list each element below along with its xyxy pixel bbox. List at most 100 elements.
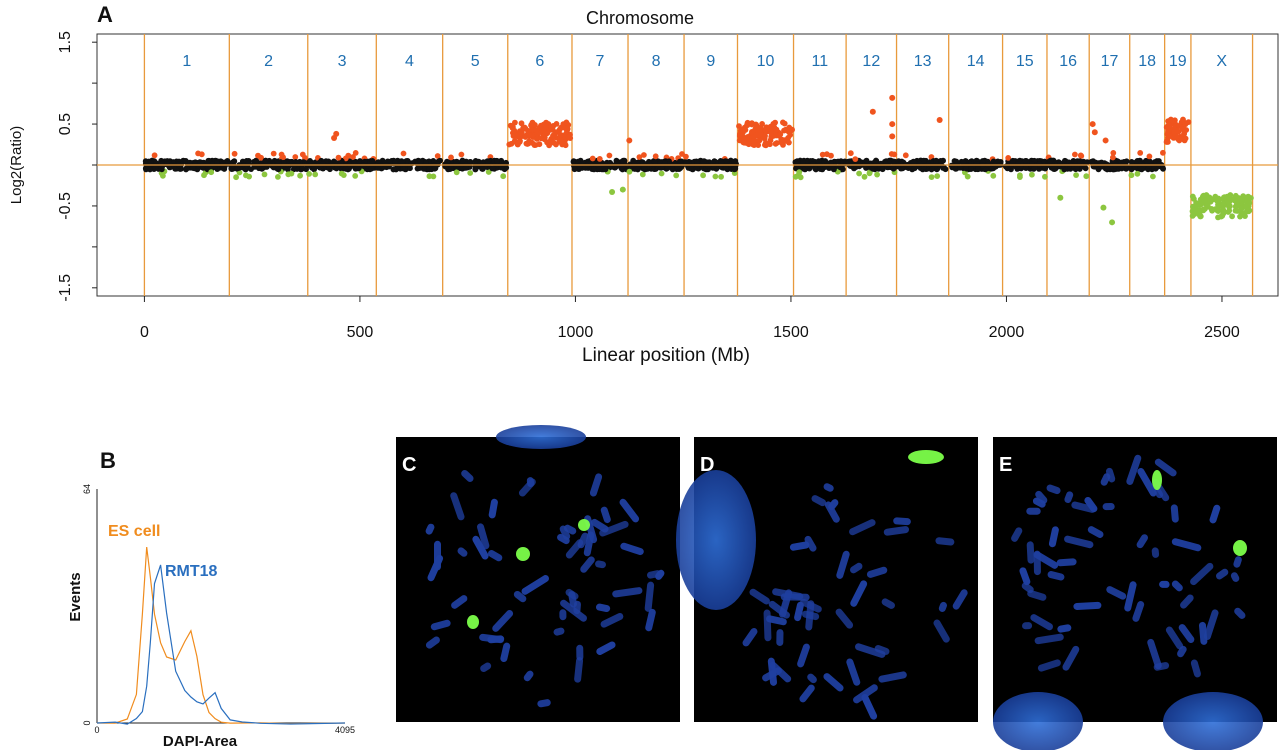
data-point — [1229, 213, 1235, 220]
data-point — [1220, 210, 1227, 217]
metaphase-chromosome — [1147, 638, 1162, 670]
metaphase-chromosome — [1209, 504, 1221, 524]
chromosome-spread-e — [993, 454, 1263, 750]
data-point — [1104, 166, 1111, 173]
data-point — [797, 174, 804, 181]
data-point — [1170, 135, 1177, 141]
data-point — [693, 165, 700, 171]
data-point — [669, 165, 676, 172]
metaphase-chromosome — [655, 569, 665, 580]
data-point — [503, 164, 510, 171]
data-point — [749, 120, 755, 127]
data-point — [1220, 194, 1227, 201]
data-point — [626, 168, 633, 175]
metaphase-chromosome — [823, 673, 844, 692]
metaphase-chromosome — [577, 532, 589, 549]
data-point — [550, 132, 556, 139]
metaphase-chromosome — [600, 612, 624, 628]
outlier-point — [1102, 137, 1109, 144]
outlier-point — [609, 189, 616, 196]
data-point — [543, 123, 550, 130]
metaphase-chromosome — [762, 667, 782, 682]
chromosome-label: 10 — [757, 53, 775, 70]
data-point — [485, 169, 492, 175]
data-point — [920, 157, 927, 164]
metaphase-chromosome — [766, 615, 787, 626]
data-point — [1227, 192, 1234, 198]
data-point — [532, 142, 539, 148]
data-point — [828, 164, 835, 171]
data-point — [1110, 150, 1117, 156]
data-point — [1169, 117, 1176, 124]
data-point — [1181, 131, 1187, 137]
chromosome-label: 8 — [652, 53, 661, 70]
data-point — [731, 159, 738, 165]
data-point — [1197, 213, 1204, 220]
outlier-point — [889, 94, 896, 101]
data-point — [666, 158, 672, 165]
data-point — [262, 157, 269, 164]
metaphase-chromosome — [1132, 600, 1145, 622]
data-point — [741, 136, 748, 143]
data-point — [1207, 198, 1214, 205]
outlier-point — [889, 133, 896, 140]
metaphase-chromosome — [612, 587, 643, 598]
x-tick-label: 500 — [347, 324, 374, 341]
data-point — [1160, 149, 1166, 156]
metaphase-chromosome — [1136, 534, 1148, 549]
data-point — [988, 165, 995, 172]
data-point — [902, 152, 909, 159]
data-point — [589, 155, 596, 162]
metaphase-chromosome — [595, 603, 611, 613]
y-axis-label: Log2(Ratio) — [8, 126, 25, 204]
metaphase-chromosome — [526, 477, 535, 488]
data-point — [928, 174, 935, 181]
panel-a: A Chromosome 1 2 3 4 5 6 7 8 9 10 11 12 13 14 15 16 17 18… — [8, 2, 1279, 366]
data-point — [1150, 173, 1156, 180]
data-point — [700, 158, 707, 165]
outlier-point — [1100, 204, 1107, 211]
data-point — [1190, 211, 1197, 218]
x-tick-label: 2500 — [1204, 324, 1240, 341]
metaphase-chromosome — [537, 699, 551, 708]
data-point — [957, 164, 963, 171]
data-point — [291, 162, 297, 169]
data-point — [494, 158, 500, 165]
data-point — [544, 139, 550, 146]
data-point — [518, 120, 525, 127]
metaphase-chromosome — [1203, 609, 1219, 640]
data-point — [306, 171, 312, 177]
data-point — [762, 132, 768, 139]
data-point — [258, 154, 264, 161]
metaphase-chromosome — [1026, 507, 1041, 515]
metaphase-chromosome — [794, 601, 804, 622]
data-point — [334, 164, 341, 171]
data-point — [751, 137, 758, 144]
data-point — [674, 164, 681, 171]
data-point — [794, 160, 801, 167]
data-point — [259, 163, 266, 170]
data-point — [231, 158, 238, 165]
interphase-nucleus — [1163, 692, 1263, 750]
data-point — [884, 164, 890, 171]
data-point — [990, 172, 997, 179]
data-point — [837, 164, 844, 171]
metaphase-chromosome — [938, 601, 947, 612]
data-point — [151, 152, 158, 159]
metaphase-chromosome — [1154, 458, 1177, 477]
data-point — [189, 165, 196, 171]
chromosome-label: 18 — [1138, 53, 1156, 70]
data-point — [819, 151, 826, 158]
data-point — [270, 150, 277, 157]
data-point — [1022, 158, 1029, 164]
data-point — [705, 163, 712, 169]
metaphase-chromosome — [1022, 622, 1033, 630]
outlier-point — [1089, 121, 1096, 128]
data-point — [187, 159, 193, 166]
metaphase-chromosome — [935, 537, 955, 546]
data-point — [159, 161, 166, 167]
chromosome-spread-d — [676, 450, 968, 720]
data-point — [777, 131, 784, 138]
chromosome-label: 7 — [596, 53, 605, 70]
metaphase-chromosome — [620, 542, 644, 556]
